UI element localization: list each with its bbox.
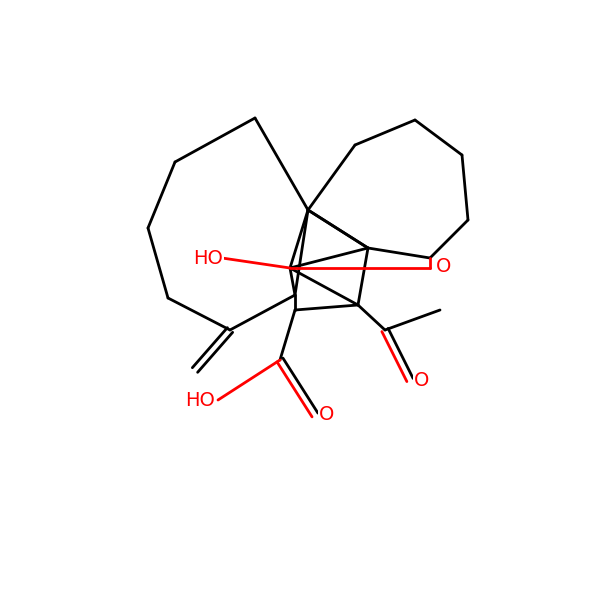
Text: O: O — [415, 370, 430, 389]
Text: O: O — [436, 257, 452, 275]
Text: HO: HO — [193, 248, 223, 268]
Text: HO: HO — [185, 391, 215, 409]
Text: O: O — [319, 406, 335, 425]
